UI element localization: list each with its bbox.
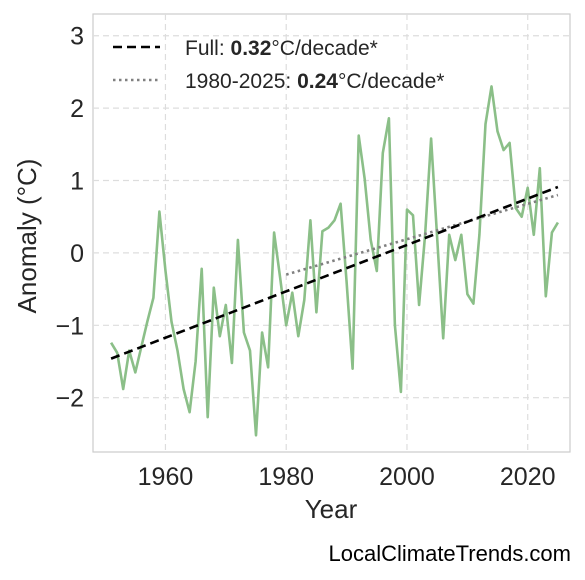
trend-line-1980-2025 [285, 193, 559, 276]
legend: Full: 0.32°C/decade* 1980-2025: 0.24°C/d… [113, 37, 444, 93]
legend-full-value: 0.32 [231, 37, 272, 60]
y-tick-label-0: 0 [70, 240, 84, 268]
y-axis-label: Anomaly (°C) [12, 159, 42, 314]
series-layer [109, 85, 560, 437]
x-tick-label-1980: 1980 [258, 463, 314, 491]
trend-line-full [110, 185, 559, 360]
legend-full-prefix: Full: [185, 37, 231, 60]
observed-anomaly-line [109, 85, 560, 437]
x-tick-label-1960: 1960 [138, 463, 194, 491]
watermark: LocalClimateTrends.com [329, 541, 572, 566]
x-axis-label: Year [305, 494, 358, 524]
legend-label-full: Full: 0.32°C/decade* [185, 37, 378, 60]
x-ticks: 1960 1980 2000 2020 [138, 463, 556, 491]
y-tick-label-1: 1 [70, 168, 84, 196]
grid [93, 14, 570, 452]
legend-recent-suffix: °C/decade* [338, 70, 444, 93]
x-tick-label-2020: 2020 [500, 463, 556, 491]
y-tick-label-3: 3 [70, 23, 84, 51]
x-tick-label-2000: 2000 [379, 463, 435, 491]
legend-label-recent: 1980-2025: 0.24°C/decade* [185, 70, 444, 93]
y-tick-label--2: −2 [55, 385, 84, 413]
legend-full-suffix: °C/decade* [271, 37, 377, 60]
legend-recent-prefix: 1980-2025: [185, 70, 297, 93]
y-tick-label--1: −1 [55, 312, 84, 340]
y-tick-label-2: 2 [70, 95, 84, 123]
y-ticks: −2 −1 0 1 2 3 [55, 23, 84, 413]
legend-recent-value: 0.24 [297, 70, 338, 93]
